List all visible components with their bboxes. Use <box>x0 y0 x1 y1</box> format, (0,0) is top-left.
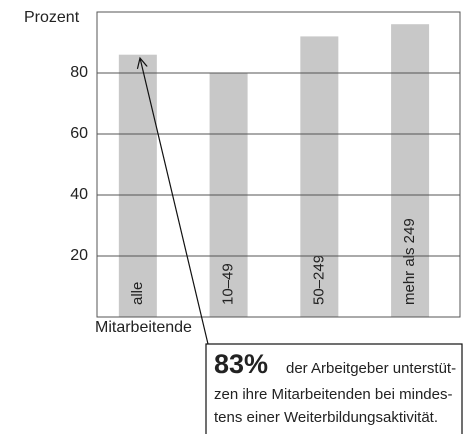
y-tick-label: 20 <box>70 247 88 264</box>
x-axis-label: Mitarbeitende <box>95 319 192 336</box>
category-label: 10–49 <box>220 263 237 305</box>
bar <box>300 36 339 318</box>
annotation-text: zen ihre Mitarbeitenden bei mindes- <box>214 386 452 403</box>
y-tick-label: 80 <box>70 64 88 81</box>
category-label: 50–249 <box>310 255 327 305</box>
category-label: mehr als 249 <box>401 218 418 305</box>
annotation-arrow <box>140 58 209 345</box>
annotation-box <box>205 343 463 434</box>
annotation-text: tens einer Weiterbildungsaktivität. <box>214 409 438 426</box>
category-label: alle <box>129 282 146 305</box>
y-tick-label: 60 <box>70 125 88 142</box>
y-axis-label: Prozent <box>24 9 80 26</box>
bar <box>118 54 157 317</box>
plot-frame <box>96 11 461 318</box>
y-tick-label: 40 <box>70 186 88 203</box>
annotation-highlight: 83% <box>214 349 268 379</box>
annotation-text: der Arbeitgeber unterstüt- <box>286 360 456 377</box>
